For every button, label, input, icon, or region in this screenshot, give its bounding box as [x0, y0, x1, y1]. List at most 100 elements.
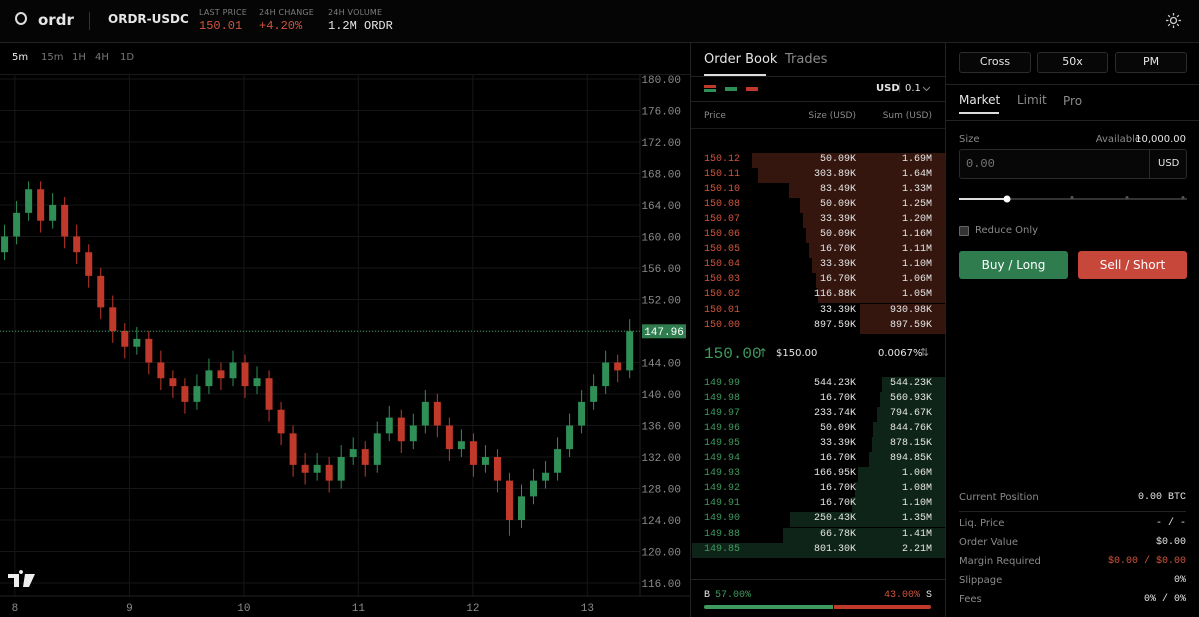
price[interactable]: 150.06 [704, 229, 741, 240]
candle-body [49, 204, 57, 221]
info-value: - / - [1155, 518, 1186, 529]
price[interactable]: 150.11 [704, 168, 741, 180]
sum: 1.33M [901, 183, 932, 195]
info-label: Current Position [959, 492, 1039, 503]
price[interactable]: 149.94 [704, 453, 741, 464]
candle-body [97, 275, 105, 308]
price[interactable]: 149.88 [704, 528, 741, 540]
price[interactable]: 149.97 [704, 407, 741, 419]
info-label: Fees [959, 594, 982, 605]
size-slider[interactable] [959, 194, 1187, 204]
currency[interactable]: USD [876, 83, 900, 94]
buy-button[interactable]: Buy / Long [959, 251, 1068, 279]
price[interactable]: 150.04 [704, 259, 741, 271]
leverage[interactable]: 50x [1037, 52, 1108, 73]
candle-body [554, 449, 562, 473]
candle-body [253, 378, 261, 387]
reduce-only[interactable]: Reduce Only [975, 225, 1039, 236]
timeframe[interactable]: 1D [120, 52, 135, 63]
candle-body [109, 307, 117, 331]
price[interactable]: 149.93 [704, 468, 741, 480]
timeframe[interactable]: 5m [12, 52, 29, 63]
tab[interactable]: Pro [1063, 94, 1083, 108]
price[interactable]: 149.95 [704, 437, 741, 449]
tab[interactable]: Limit [1017, 93, 1047, 107]
size: 544.23K [813, 377, 856, 389]
x-tick-label: 13 [581, 603, 594, 615]
spread: 0.0067% [878, 348, 923, 359]
depth-bar [818, 288, 945, 304]
depth-bar [789, 182, 945, 198]
price[interactable]: 149.99 [704, 377, 741, 389]
checkbox[interactable] [959, 226, 969, 236]
price[interactable]: 150.08 [704, 198, 741, 210]
pair[interactable]: ORDR-USDC [108, 12, 189, 26]
price[interactable]: 150.01 [704, 304, 741, 316]
sum: 1.05M [901, 289, 932, 301]
theme-toggle[interactable] [1166, 13, 1181, 28]
price[interactable]: 150.12 [704, 153, 741, 165]
mode[interactable]: PM [1115, 52, 1187, 73]
size: 16.70K [819, 483, 856, 495]
buy-pct: 57.00% [715, 590, 752, 601]
tab[interactable]: Trades [785, 52, 828, 67]
size: 303.89K [813, 168, 856, 180]
col-header: Price [704, 111, 726, 121]
price[interactable]: 150.02 [704, 289, 741, 301]
sell-label: S [925, 590, 932, 601]
candle-body [602, 362, 610, 387]
margin-mode[interactable]: Cross [959, 52, 1031, 73]
divider [691, 579, 945, 580]
candle-body [1, 236, 9, 253]
timeframe[interactable]: 15m [41, 52, 64, 63]
candle-body [530, 480, 538, 497]
sell-ratio [833, 605, 931, 609]
sum: 1.10M [901, 259, 932, 271]
price[interactable]: 150.03 [704, 274, 741, 286]
view-toggles[interactable] [704, 85, 760, 93]
info-value: 0% / 0% [1143, 594, 1186, 605]
price[interactable]: 149.91 [704, 498, 741, 510]
y-tick-label: 136.00 [641, 421, 681, 433]
dropdown[interactable] [922, 86, 931, 92]
size: 33.39K [819, 437, 856, 449]
logo[interactable]: ordr [38, 11, 74, 29]
tab-active[interactable]: Order Book [704, 52, 778, 67]
y-tick-label: 132.00 [641, 453, 681, 465]
sell-button[interactable]: Sell / Short [1078, 251, 1187, 279]
candle-body [73, 236, 81, 253]
depth-bar [806, 228, 945, 243]
price[interactable]: 150.05 [704, 244, 741, 256]
y-tick-label: 116.00 [641, 579, 681, 591]
swap-icon[interactable]: ⇅ [920, 346, 930, 359]
sum: 1.16M [901, 229, 932, 240]
price[interactable]: 149.85 [704, 543, 741, 555]
sum: 894.85K [889, 453, 932, 464]
price[interactable]: 150.10 [704, 183, 741, 195]
timeframe[interactable]: 1H [72, 52, 86, 63]
price[interactable]: 150.07 [704, 213, 741, 225]
price[interactable]: 149.92 [704, 483, 741, 495]
candle-body [385, 417, 393, 434]
sum: 878.15K [889, 437, 932, 449]
price[interactable]: 149.98 [704, 392, 741, 404]
stat-label: 24H VOLUME [328, 8, 383, 17]
size-placeholder: 0.00 [966, 157, 995, 171]
candle-body [145, 338, 153, 363]
top-bar [0, 0, 1199, 43]
candle-body [421, 401, 429, 426]
size-unit[interactable]: USD [1158, 158, 1180, 169]
tab-active[interactable]: Market [959, 93, 1001, 107]
price[interactable]: 149.96 [704, 422, 741, 434]
logo-shape [8, 570, 35, 587]
tick-size[interactable]: 0.1 [905, 83, 921, 94]
col-header: Size (USD) [808, 111, 856, 121]
available-label: Available [1095, 134, 1141, 145]
price[interactable]: 150.00 [704, 319, 741, 331]
candle-body [373, 433, 381, 465]
x-tick-label: 8 [12, 603, 19, 615]
candle-body [25, 189, 33, 213]
price[interactable]: 149.90 [704, 513, 741, 525]
sum: 1.25M [901, 198, 932, 210]
timeframe[interactable]: 4H [95, 52, 109, 63]
